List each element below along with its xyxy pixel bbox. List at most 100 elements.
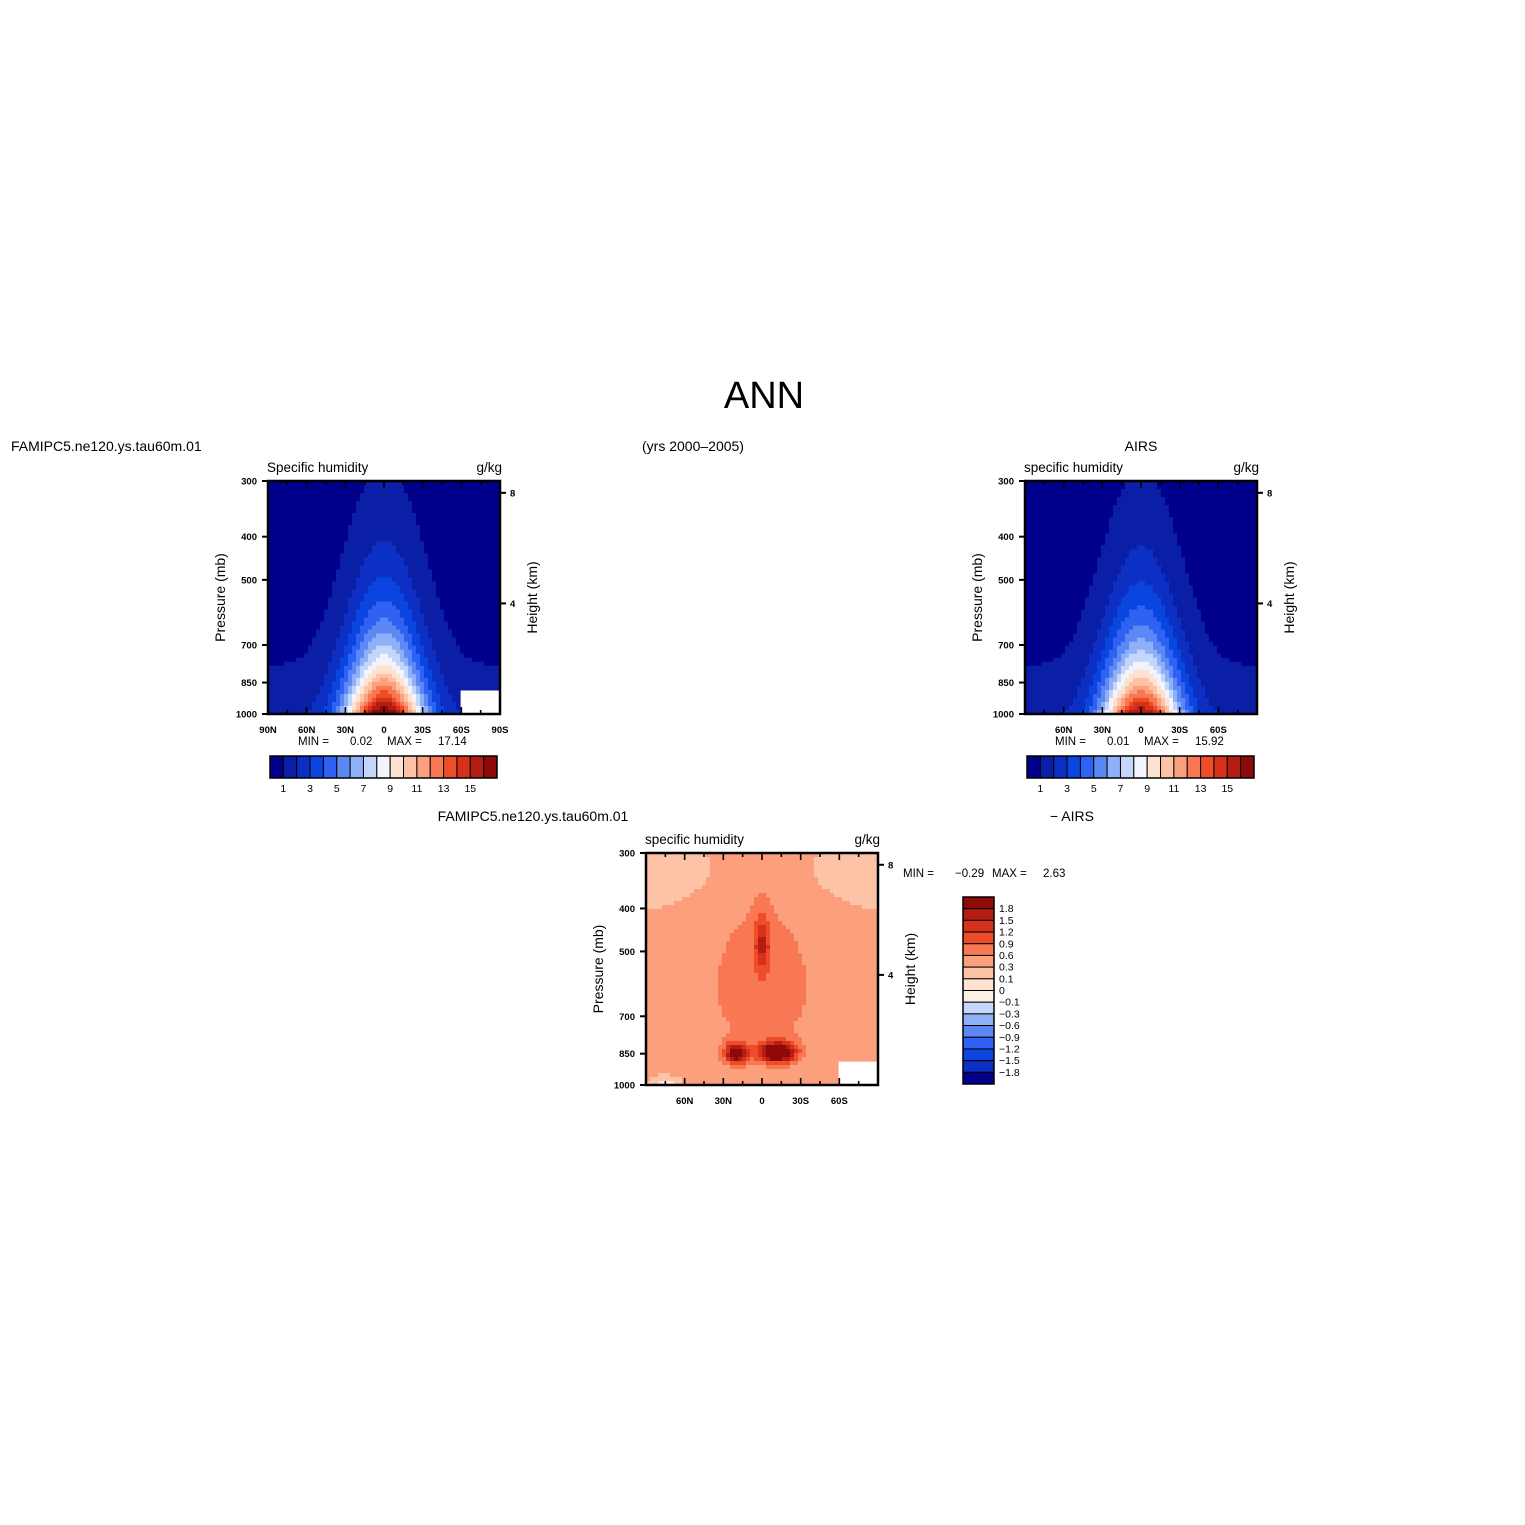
model-cell xyxy=(340,641,345,647)
model-cell xyxy=(400,585,405,591)
model-cell xyxy=(300,549,305,554)
model-cell xyxy=(284,637,289,643)
model-cell xyxy=(452,509,457,514)
model-xtick-label: 0 xyxy=(381,725,386,736)
obs-cell xyxy=(1045,525,1050,530)
model-cell xyxy=(360,549,365,554)
model-cell xyxy=(272,577,277,583)
model-cell xyxy=(328,593,333,599)
model-cell xyxy=(428,573,433,579)
model-cell xyxy=(384,641,389,647)
model-cell xyxy=(356,481,361,486)
model-cell xyxy=(324,653,329,659)
obs-cell xyxy=(1081,601,1086,607)
model-cell xyxy=(368,661,373,667)
model-cell xyxy=(444,561,449,566)
model-cell xyxy=(292,673,297,679)
model-cell xyxy=(280,653,285,659)
model-cell xyxy=(428,645,433,651)
obs-cell xyxy=(1033,577,1038,583)
obs-cell xyxy=(1081,701,1086,707)
model-cell xyxy=(408,665,413,671)
model-cell xyxy=(368,589,373,595)
obs-cell xyxy=(1041,529,1046,534)
model-cell xyxy=(496,501,501,506)
model-cell xyxy=(380,509,385,514)
model-cell xyxy=(328,557,333,562)
model-cell xyxy=(436,505,441,510)
model-cell xyxy=(336,705,341,711)
model-cell xyxy=(424,669,429,675)
obs-cell xyxy=(1113,621,1118,627)
obs-cell xyxy=(1113,617,1118,623)
obs-cell xyxy=(1073,621,1078,627)
model-cell xyxy=(480,517,485,522)
model-cell xyxy=(380,637,385,643)
model-cell xyxy=(356,549,361,554)
model-cell xyxy=(388,561,393,566)
model-cell xyxy=(276,497,281,502)
model-cell xyxy=(348,545,353,550)
model-cell xyxy=(292,533,297,538)
model-cell xyxy=(320,657,325,663)
model-cell xyxy=(336,621,341,627)
model-cell xyxy=(316,705,321,711)
obs-cell xyxy=(1121,489,1126,494)
model-cell xyxy=(296,557,301,562)
model-cell xyxy=(308,533,313,538)
model-cell xyxy=(440,693,445,699)
model-cell xyxy=(384,505,389,510)
model-cell xyxy=(424,657,429,663)
model-cell xyxy=(468,553,473,558)
obs-cell xyxy=(1029,605,1034,611)
model-cell xyxy=(336,709,341,715)
model-cell xyxy=(356,569,361,574)
model-cell xyxy=(332,497,337,502)
model-cell xyxy=(436,561,441,566)
obs-cell xyxy=(1105,565,1110,570)
model-cell xyxy=(336,481,341,486)
model-cell xyxy=(432,613,437,619)
diff-case-label: FAMIPC5.ne120.ys.tau60m.01 xyxy=(438,808,629,824)
model-cell xyxy=(392,569,397,574)
model-cell xyxy=(424,705,429,711)
obs-cell xyxy=(1049,513,1054,518)
obs-cell xyxy=(1033,621,1038,627)
model-cell xyxy=(308,697,313,703)
obs-cell xyxy=(1125,673,1130,679)
model-cell xyxy=(272,697,277,703)
obs-cell xyxy=(1093,565,1098,570)
obs-cell xyxy=(1121,701,1126,707)
obs-cell xyxy=(1073,493,1078,498)
model-cell xyxy=(348,481,353,486)
obs-cell xyxy=(1121,509,1126,514)
model-cell xyxy=(380,621,385,627)
obs-cell xyxy=(1041,557,1046,562)
obs-cell xyxy=(1061,693,1066,699)
model-cell xyxy=(280,621,285,627)
model-cell xyxy=(388,697,393,703)
model-cell xyxy=(456,497,461,502)
model-cell xyxy=(384,497,389,502)
obs-cell xyxy=(1033,701,1038,707)
obs-cell xyxy=(1073,545,1078,550)
model-cell xyxy=(388,685,393,691)
model-cell xyxy=(276,661,281,667)
obs-cell xyxy=(1041,617,1046,623)
model-cell xyxy=(408,605,413,611)
model-cell xyxy=(388,573,393,579)
model-cell xyxy=(348,661,353,667)
model-cell xyxy=(400,577,405,583)
model-cell xyxy=(388,605,393,611)
model-cell xyxy=(360,505,365,510)
model-cell xyxy=(320,705,325,711)
obs-cell xyxy=(1125,493,1130,498)
model-cell xyxy=(468,577,473,583)
model-cell xyxy=(388,537,393,542)
model-cell xyxy=(436,593,441,599)
model-cell xyxy=(304,693,309,699)
obs-cell xyxy=(1053,605,1058,611)
obs-cell xyxy=(1069,677,1074,683)
obs-cell xyxy=(1125,657,1130,663)
obs-cell xyxy=(1093,641,1098,647)
